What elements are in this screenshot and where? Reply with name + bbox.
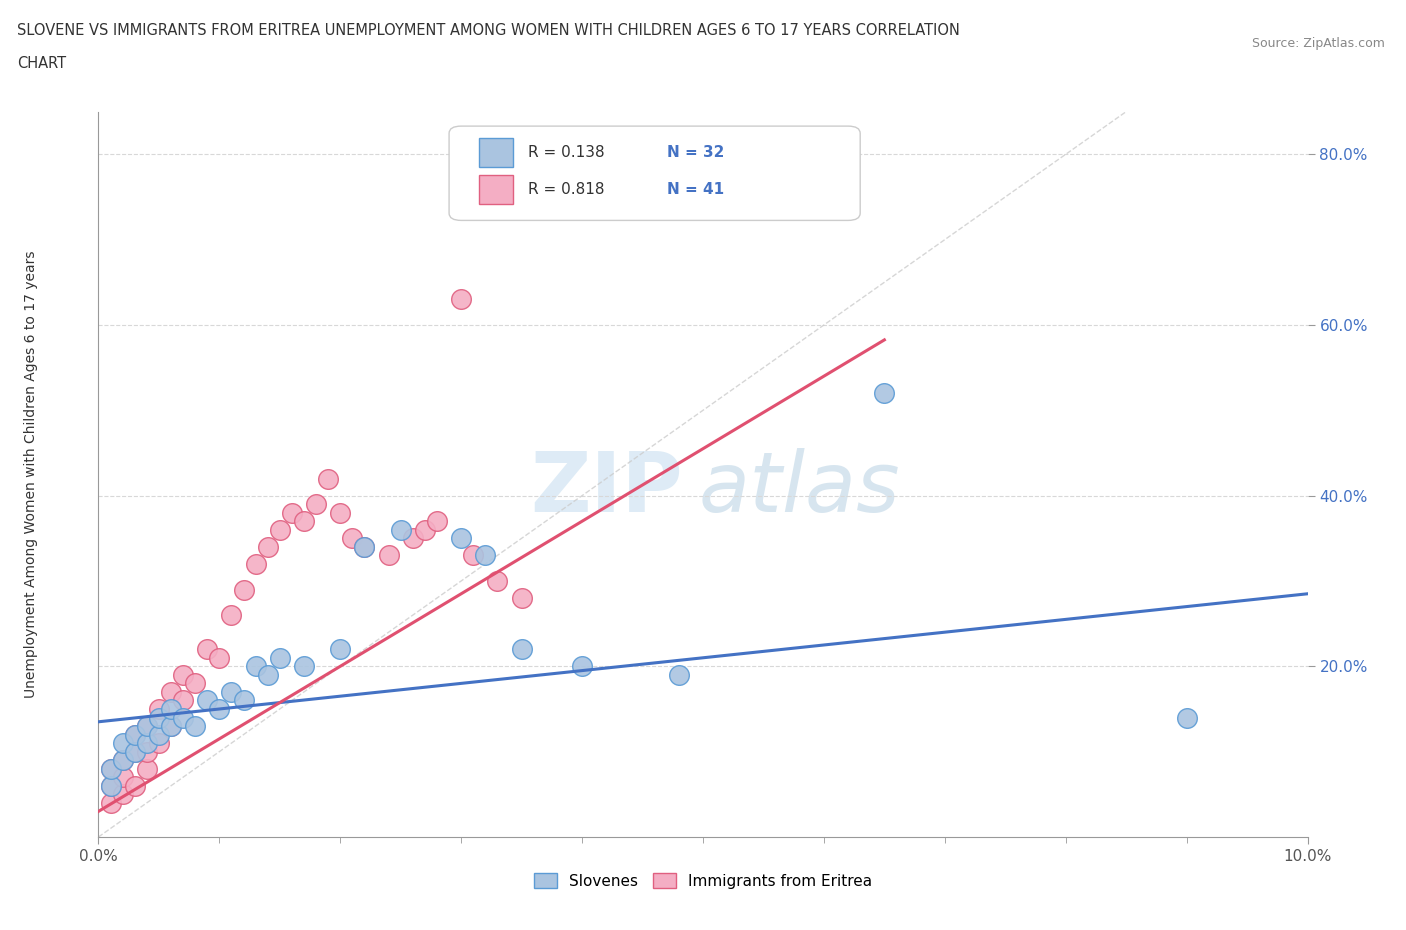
Point <box>450 531 472 546</box>
Point <box>510 591 533 605</box>
Legend: Slovenes, Immigrants from Eritrea: Slovenes, Immigrants from Eritrea <box>527 867 879 895</box>
Point <box>135 762 157 777</box>
Text: SLOVENE VS IMMIGRANTS FROM ERITREA UNEMPLOYMENT AMONG WOMEN WITH CHILDREN AGES 6: SLOVENE VS IMMIGRANTS FROM ERITREA UNEMP… <box>17 23 960 38</box>
Point <box>111 736 134 751</box>
Point <box>160 719 183 734</box>
Point <box>389 523 412 538</box>
Point <box>377 548 399 563</box>
Point <box>135 736 157 751</box>
Point <box>426 513 449 528</box>
Text: R = 0.138: R = 0.138 <box>527 145 605 160</box>
Point <box>329 505 352 520</box>
Point <box>148 701 170 716</box>
Point <box>124 727 146 742</box>
Point <box>232 582 254 597</box>
Point <box>329 642 352 657</box>
Point <box>160 684 183 699</box>
Text: Unemployment Among Women with Children Ages 6 to 17 years: Unemployment Among Women with Children A… <box>24 250 38 698</box>
Point <box>111 787 134 802</box>
Point <box>172 711 194 725</box>
Point <box>292 658 315 673</box>
Point <box>135 744 157 759</box>
Point <box>135 719 157 734</box>
Point <box>245 556 267 571</box>
Point <box>135 719 157 734</box>
Point <box>100 762 122 777</box>
Point <box>111 770 134 785</box>
Point <box>316 472 339 486</box>
Point <box>463 548 485 563</box>
Point <box>571 658 593 673</box>
Point <box>413 523 436 538</box>
Point <box>148 727 170 742</box>
Point <box>195 693 218 708</box>
Point <box>1175 711 1198 725</box>
Point <box>510 642 533 657</box>
Point <box>184 676 207 691</box>
Point <box>195 642 218 657</box>
Point <box>873 386 896 401</box>
Point <box>221 684 243 699</box>
Point <box>245 658 267 673</box>
Point <box>124 744 146 759</box>
FancyBboxPatch shape <box>479 139 513 166</box>
Point <box>124 727 146 742</box>
Point <box>208 701 231 716</box>
Point <box>221 607 243 622</box>
Point <box>208 650 231 665</box>
Point <box>124 744 146 759</box>
Point <box>172 693 194 708</box>
Point <box>100 762 122 777</box>
Point <box>402 531 425 546</box>
Point <box>232 693 254 708</box>
Point <box>124 778 146 793</box>
Point <box>256 668 278 683</box>
Text: Source: ZipAtlas.com: Source: ZipAtlas.com <box>1251 37 1385 50</box>
Point <box>305 497 328 512</box>
Text: R = 0.818: R = 0.818 <box>527 182 605 197</box>
Point <box>111 752 134 767</box>
FancyBboxPatch shape <box>479 175 513 204</box>
Text: N = 32: N = 32 <box>666 145 724 160</box>
Point <box>100 778 122 793</box>
Point <box>474 548 496 563</box>
Point <box>353 539 375 554</box>
Point <box>342 531 364 546</box>
FancyBboxPatch shape <box>449 126 860 220</box>
Text: atlas: atlas <box>699 448 901 529</box>
Point <box>292 513 315 528</box>
Point <box>100 778 122 793</box>
Point <box>256 539 278 554</box>
Point <box>172 668 194 683</box>
Point <box>269 523 291 538</box>
Point <box>148 736 170 751</box>
Point <box>281 505 304 520</box>
Text: CHART: CHART <box>17 56 66 71</box>
Point <box>353 539 375 554</box>
Text: N = 41: N = 41 <box>666 182 724 197</box>
Point <box>184 719 207 734</box>
Point <box>160 719 183 734</box>
Point <box>269 650 291 665</box>
Point <box>100 795 122 810</box>
Point <box>450 292 472 307</box>
Point <box>486 574 509 589</box>
Point <box>148 711 170 725</box>
Point <box>668 668 690 683</box>
Point <box>111 752 134 767</box>
Point <box>160 701 183 716</box>
Text: ZIP: ZIP <box>530 448 682 529</box>
